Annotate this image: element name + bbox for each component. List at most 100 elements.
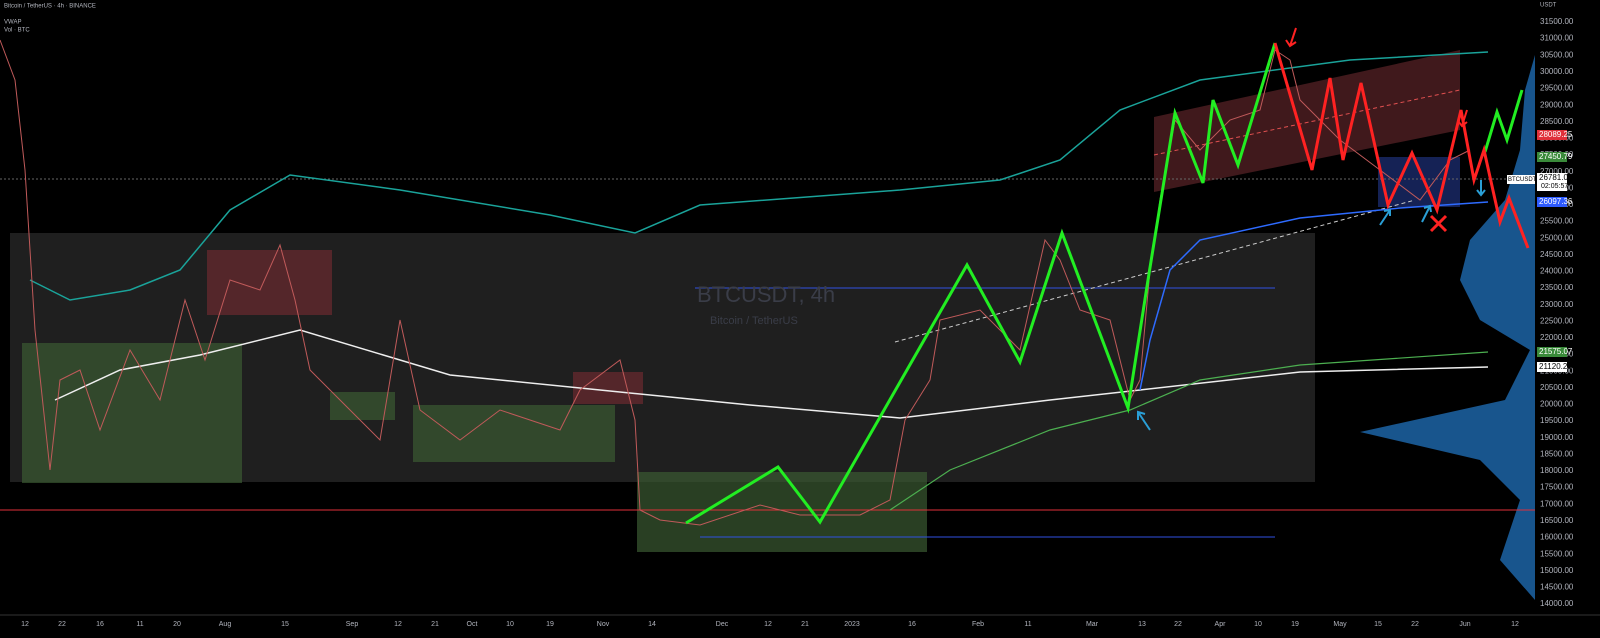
price-label: 24500.00: [1540, 250, 1574, 259]
price-tag: 27450.79: [1539, 152, 1573, 161]
channel-mid: [1153, 89, 1461, 156]
arrow: [1421, 204, 1432, 223]
time-label: 12: [1511, 621, 1519, 628]
anchored-vwap: [1139, 201, 1489, 391]
price-label: 18500.00: [1540, 449, 1574, 458]
price-tag: 21575.07: [1539, 347, 1573, 356]
price-label: 16000.00: [1540, 533, 1574, 542]
time-label: 12: [764, 621, 772, 628]
tag-bg: [1537, 362, 1567, 372]
price-label: 29500.00: [1540, 84, 1574, 93]
time-label: 16: [96, 621, 104, 628]
arrow: [1476, 180, 1486, 197]
price-tags: 28089.25 27450.79 BTCUSDT 26781.0202:05:…: [1507, 130, 1573, 372]
price-label: 31000.00: [1540, 34, 1574, 43]
red-path: [1273, 42, 1530, 249]
price-label: 29000.00: [1540, 100, 1574, 109]
volume-profile: [1360, 55, 1535, 600]
currency: USDT: [1540, 3, 1557, 9]
time-label: 11: [136, 621, 143, 628]
price-tag: 26097.36: [1539, 197, 1573, 206]
time-label: 20: [173, 621, 181, 628]
price-tag: 21120.28: [1539, 362, 1572, 371]
price-label: 25500.00: [1540, 217, 1574, 226]
time-label: Oct: [467, 621, 478, 628]
price-label: 24000.00: [1540, 267, 1574, 276]
time-label: 15: [281, 621, 289, 628]
demand-zone: [637, 472, 927, 552]
price-label: 15000.00: [1540, 566, 1574, 575]
tag-bg: [1537, 152, 1567, 162]
time-label: 10: [1254, 621, 1262, 628]
vwap: [54, 329, 1489, 419]
vwap-lower: [889, 351, 1489, 511]
watermark-name: Bitcoin / TetherUS: [710, 315, 798, 327]
tag-bg: [1507, 175, 1535, 184]
time-label: 15: [1374, 621, 1382, 628]
legend-volume: Vol · BTC: [4, 28, 30, 34]
demand-zone: [413, 405, 615, 462]
tag-bg: [1537, 173, 1567, 191]
time-label: 11: [1024, 621, 1031, 628]
time-label: Apr: [1215, 621, 1227, 628]
time-label: Mar: [1086, 621, 1099, 628]
price-label: 17500.00: [1540, 483, 1574, 492]
price-label: 23000.00: [1540, 300, 1574, 309]
arrow: [1285, 27, 1297, 48]
time-label: Nov: [597, 621, 610, 628]
price-label: 20500.00: [1540, 383, 1574, 392]
price-label: 14500.00: [1540, 583, 1574, 592]
arrow: [1379, 208, 1391, 226]
time-label: 13: [1138, 621, 1146, 628]
price-label: 31500.00: [1540, 17, 1574, 26]
arrow: [1457, 109, 1468, 128]
time-label: 10: [506, 621, 514, 628]
time-label: Aug: [219, 621, 232, 628]
symbol-tag: BTCUSDT: [1508, 177, 1537, 183]
price-label: 18000.00: [1540, 466, 1574, 475]
price-label: 20000.00: [1540, 400, 1574, 409]
price-label: 15500.00: [1540, 549, 1574, 558]
price: [0, 39, 1471, 526]
price-label: 30500.00: [1540, 50, 1574, 59]
red-channel: [1154, 50, 1460, 192]
trend-line: [894, 199, 1416, 343]
price-label: 19000.00: [1540, 433, 1574, 442]
tag-bg: [1537, 197, 1567, 207]
time-label: 21: [431, 621, 439, 628]
time-label: May: [1333, 621, 1347, 628]
time-label: 22: [1174, 621, 1182, 628]
tag-bg: [1537, 347, 1567, 357]
green-projection: [1483, 89, 1524, 153]
countdown: 02:05:57: [1541, 183, 1568, 190]
legend-symbol: Bitcoin / TetherUS · 4h · BINANCE: [4, 4, 96, 10]
supply-zone: [207, 250, 332, 315]
time-label: 14: [648, 621, 656, 628]
price-label: 28500.00: [1540, 117, 1574, 126]
vwap-upper: [29, 51, 1489, 301]
time-label: Sep: [346, 621, 359, 628]
price-label: 19500.00: [1540, 416, 1574, 425]
time-label: 19: [546, 621, 554, 628]
time-label: 22: [1411, 621, 1419, 628]
tag-bg: [1537, 130, 1567, 140]
time-label: 2023: [844, 621, 860, 628]
time-label: Feb: [972, 621, 984, 628]
time-label: 12: [394, 621, 402, 628]
price-label: 27000.00: [1540, 167, 1574, 176]
watermark-symbol: BTCUSDT, 4h: [697, 282, 835, 307]
time-label: 16: [908, 621, 916, 628]
legend-vwap: VWAP: [4, 20, 21, 26]
time-label: 22: [58, 621, 66, 628]
price-tag: 28089.25: [1539, 130, 1573, 139]
price-label: 22500.00: [1540, 316, 1574, 325]
green-path: [685, 42, 1277, 525]
arrow: [1137, 410, 1151, 431]
demand-zone: [22, 343, 242, 483]
time-label: Dec: [716, 621, 729, 628]
time-label: Jun: [1459, 621, 1470, 628]
time-label: 19: [1291, 621, 1299, 628]
drawings: [0, 27, 1535, 600]
price-tag: 26781.02: [1539, 173, 1573, 182]
